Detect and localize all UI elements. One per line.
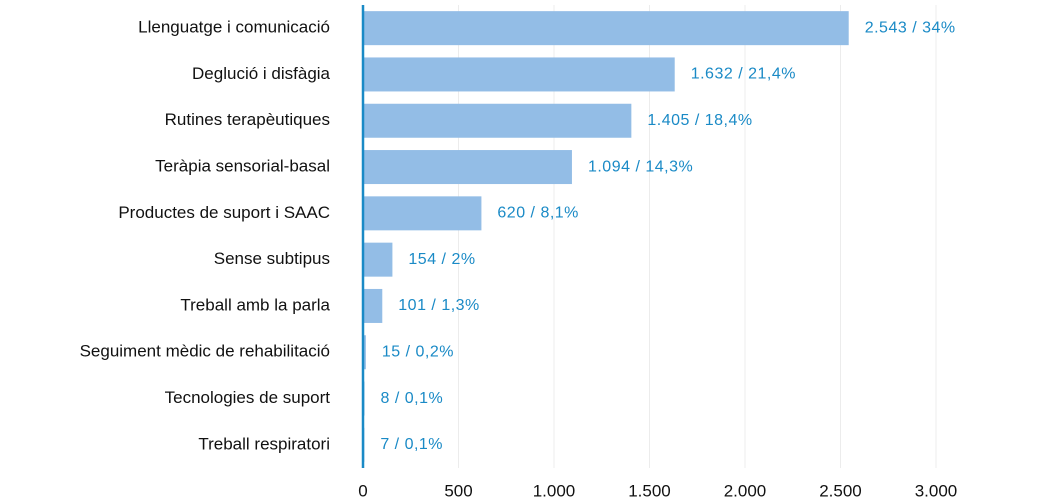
value-label: 154 / 2% <box>408 251 475 268</box>
x-tick-label: 0 <box>358 481 367 500</box>
value-label: 101 / 1,3% <box>398 297 480 314</box>
category-label: Treball respiratori <box>198 434 330 453</box>
bar <box>363 57 675 92</box>
category-label: Llenguatge i comunicació <box>138 18 330 37</box>
category-label: Tecnologies de suport <box>165 388 331 407</box>
category-label: Seguiment mèdic de rehabilitació <box>80 342 330 361</box>
value-label: 1.094 / 14,3% <box>588 158 693 175</box>
x-tick-label: 3.000 <box>915 481 958 500</box>
value-label: 2.543 / 34% <box>865 19 956 36</box>
value-label: 620 / 8,1% <box>497 205 579 222</box>
bar <box>363 335 366 370</box>
x-tick-label: 2.500 <box>819 481 862 500</box>
x-tick-label: 2.000 <box>724 481 767 500</box>
value-label: 7 / 0,1% <box>380 436 443 453</box>
category-label: Productes de suport i SAAC <box>118 203 330 222</box>
x-tick-label: 500 <box>444 481 472 500</box>
category-label: Sense subtipus <box>214 249 330 268</box>
value-label: 8 / 0,1% <box>381 390 444 407</box>
category-label: Rutines terapèutiques <box>165 110 330 129</box>
category-label: Treball amb la parla <box>180 295 330 314</box>
bar <box>363 11 849 46</box>
bar <box>363 288 383 323</box>
x-tick-label: 1.000 <box>533 481 576 500</box>
value-label: 15 / 0,2% <box>382 343 454 360</box>
bar <box>363 150 572 185</box>
value-label: 1.405 / 18,4% <box>647 112 752 129</box>
bar <box>363 103 632 138</box>
bar <box>363 196 482 231</box>
category-label: Teràpia sensorial-basal <box>155 157 330 176</box>
bar <box>363 242 393 277</box>
x-tick-label: 1.500 <box>628 481 671 500</box>
value-label: 1.632 / 21,4% <box>691 66 796 83</box>
category-label: Deglució i disfàgia <box>192 64 331 83</box>
